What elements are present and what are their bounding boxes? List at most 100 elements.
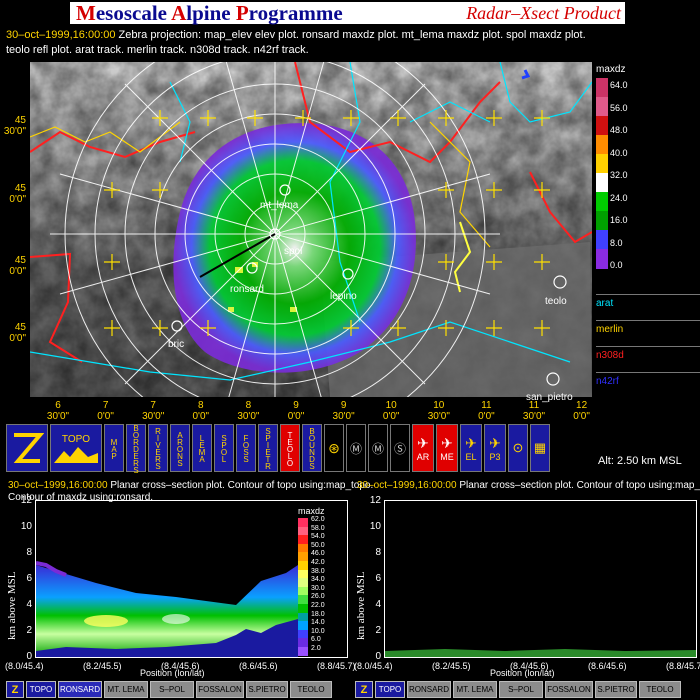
radar-map[interactable]: mt_lema spol ronsard lepino bric teolo [30,62,592,397]
layer-button-foss[interactable]: FOSS [236,424,256,472]
zebra-z-button[interactable]: Z [6,681,24,698]
sr-button[interactable]: Ⓢ [390,424,410,472]
radar-select-teolo[interactable]: TEOLO [639,681,681,698]
legend-tick: 48.0 [610,125,628,135]
legend-tick: 32.0 [610,170,628,180]
layer-button-arons[interactable]: ARONS [170,424,190,472]
xsect-legend-swatch [298,526,308,536]
xsect-right-plot[interactable] [384,500,697,658]
spol-marker [269,228,281,240]
track-label-n42rf[interactable]: n42rf [596,372,700,398]
radar-select-spol[interactable]: S–POL [499,681,543,698]
aircraft-button-ar[interactable]: ✈ AR [412,424,434,472]
zebra-logo-button[interactable] [6,424,48,472]
y-tick-label: 10 [20,521,32,532]
radar-select-ronsard[interactable]: RONSARD [407,681,451,698]
xsect-legend-swatch [298,518,308,527]
xsect-right-radar-bar: Z TOPO RONSARD MT. LEMA S–POL FOSSALON S.PIETR… [355,681,681,698]
lat-label: 45 0'0" [9,322,26,344]
xsect-left-plot[interactable] [35,500,348,658]
xsect-legend-tick: 30.0 [311,584,325,592]
legend-swatch [596,249,608,269]
layer-button-teolo[interactable]: TEOLO [280,424,300,472]
dot-circle-icon: ⊙ [512,440,524,455]
legend-title: maxdz [596,64,626,75]
lon-label: 8 0'0" [192,400,210,422]
radar-select-spietro[interactable]: S.PIETRO [246,681,288,698]
track-label-n308d[interactable]: n308d [596,346,700,372]
plot-info-line1: 30–oct–1999,16:00:00 Zebra projection: m… [6,29,586,41]
layer-button-map[interactable]: MAP [104,424,124,472]
lon-label: 6 30'0" [46,400,70,422]
zebra-z-button[interactable]: Z [355,681,373,698]
radar-select-spol[interactable]: S–POL [150,681,194,698]
x-tick-label: (8.8/45.7) [666,661,700,671]
circle-s-icon: Ⓜ [371,441,384,456]
radar-select-ronsard[interactable]: RONSARD [58,681,102,698]
target-button[interactable]: ⊛ [324,424,344,472]
xsect-legend-tick: 46.0 [311,550,325,558]
radar-select-mtlema[interactable]: MT. LEMA [104,681,148,698]
radar-select-topo[interactable]: TOPO [26,681,56,698]
topo-button[interactable]: TOPO [50,424,102,472]
aircraft-button-me[interactable]: ✈ ME [436,424,458,472]
aircraft-button-p3[interactable]: ✈ P3 [484,424,506,472]
mountain-icon [54,446,98,463]
layer-button-lema[interactable]: LEMA [192,424,212,472]
range-rings [50,62,500,397]
bric-marker [171,320,183,332]
radar-select-spietro[interactable]: S.PIETRO [595,681,637,698]
ms-button[interactable]: Ⓜ [368,424,388,472]
track-label-arat[interactable]: arat [596,294,700,320]
xsect-echo [36,565,298,657]
grid-crosses [104,110,550,336]
lat-label: 45 30'0" [3,115,26,137]
xsect-legend-swatch [298,621,308,631]
lon-label: 8 30'0" [237,400,260,422]
grid-icon: ▦ [533,440,547,455]
y-tick-label: 0 [375,651,381,662]
lon-label: 10 30'0" [427,400,450,422]
radar-select-mtlema[interactable]: MT. LEMA [453,681,497,698]
legend-tick: 64.0 [610,80,628,90]
ronsard-marker [246,262,258,274]
xsect-legend-tick: 34.0 [311,576,325,584]
xsect-left-info1: 30–oct–1999,16:00:00 Planar cross–sectio… [8,480,374,491]
layer-button-label: LEMA [197,434,207,462]
radar-select-fossalon[interactable]: FOSSALON [196,681,244,698]
airplane-icon: ✈ [465,434,477,451]
layer-button-spol[interactable]: SPOL [214,424,234,472]
radar-select-teolo[interactable]: TEOLO [290,681,332,698]
aircraft-button-label: AR [416,451,430,462]
teolo-marker [553,275,567,289]
radar-select-topo[interactable]: TOPO [375,681,405,698]
xsect-legend-swatch [298,552,308,562]
xsect-legend-tick: 58.0 [311,524,325,532]
radar-select-fossalon[interactable]: FOSSALON [545,681,593,698]
mr-button[interactable]: Ⓜ [346,424,366,472]
station-button[interactable]: ⊙ [508,424,528,472]
station-ronsard: ronsard [230,284,264,295]
layer-button-bounds[interactable]: BOUNDS [302,424,322,472]
lon-label: 11 30'0" [522,400,546,422]
layer-button-label: MAP [109,437,119,459]
xsect-topo [36,619,298,657]
layer-button-borders[interactable]: BORDERS [126,424,146,473]
xsect-legend-tick: 54.0 [311,533,325,541]
station-spol: spol [284,246,302,257]
y-tick-label: 0 [26,651,32,662]
lon-label: 11 0'0" [478,400,495,422]
y-tick-label: 10 [369,521,381,532]
layer-button-spietr[interactable]: SPIETR [258,424,278,472]
circle-m-icon: Ⓜ [349,441,362,456]
track-label-merlin[interactable]: merlin [596,320,700,346]
grid-button[interactable]: ▦ [530,424,550,472]
x-tick-label: (8.2/45.5) [432,661,471,671]
xsect-legend-swatch [298,569,308,579]
xsect-right-xlabel: Position (lon/lat) [490,668,555,678]
station-san-pietro: san_pietro [526,392,573,403]
xsect-left-info2: Contour of maxdz using:ronsard. [8,492,154,503]
airplane-icon: ✈ [489,434,501,451]
layer-button-rivers[interactable]: RIVERS [148,424,168,472]
aircraft-button-el[interactable]: ✈ EL [460,424,482,472]
